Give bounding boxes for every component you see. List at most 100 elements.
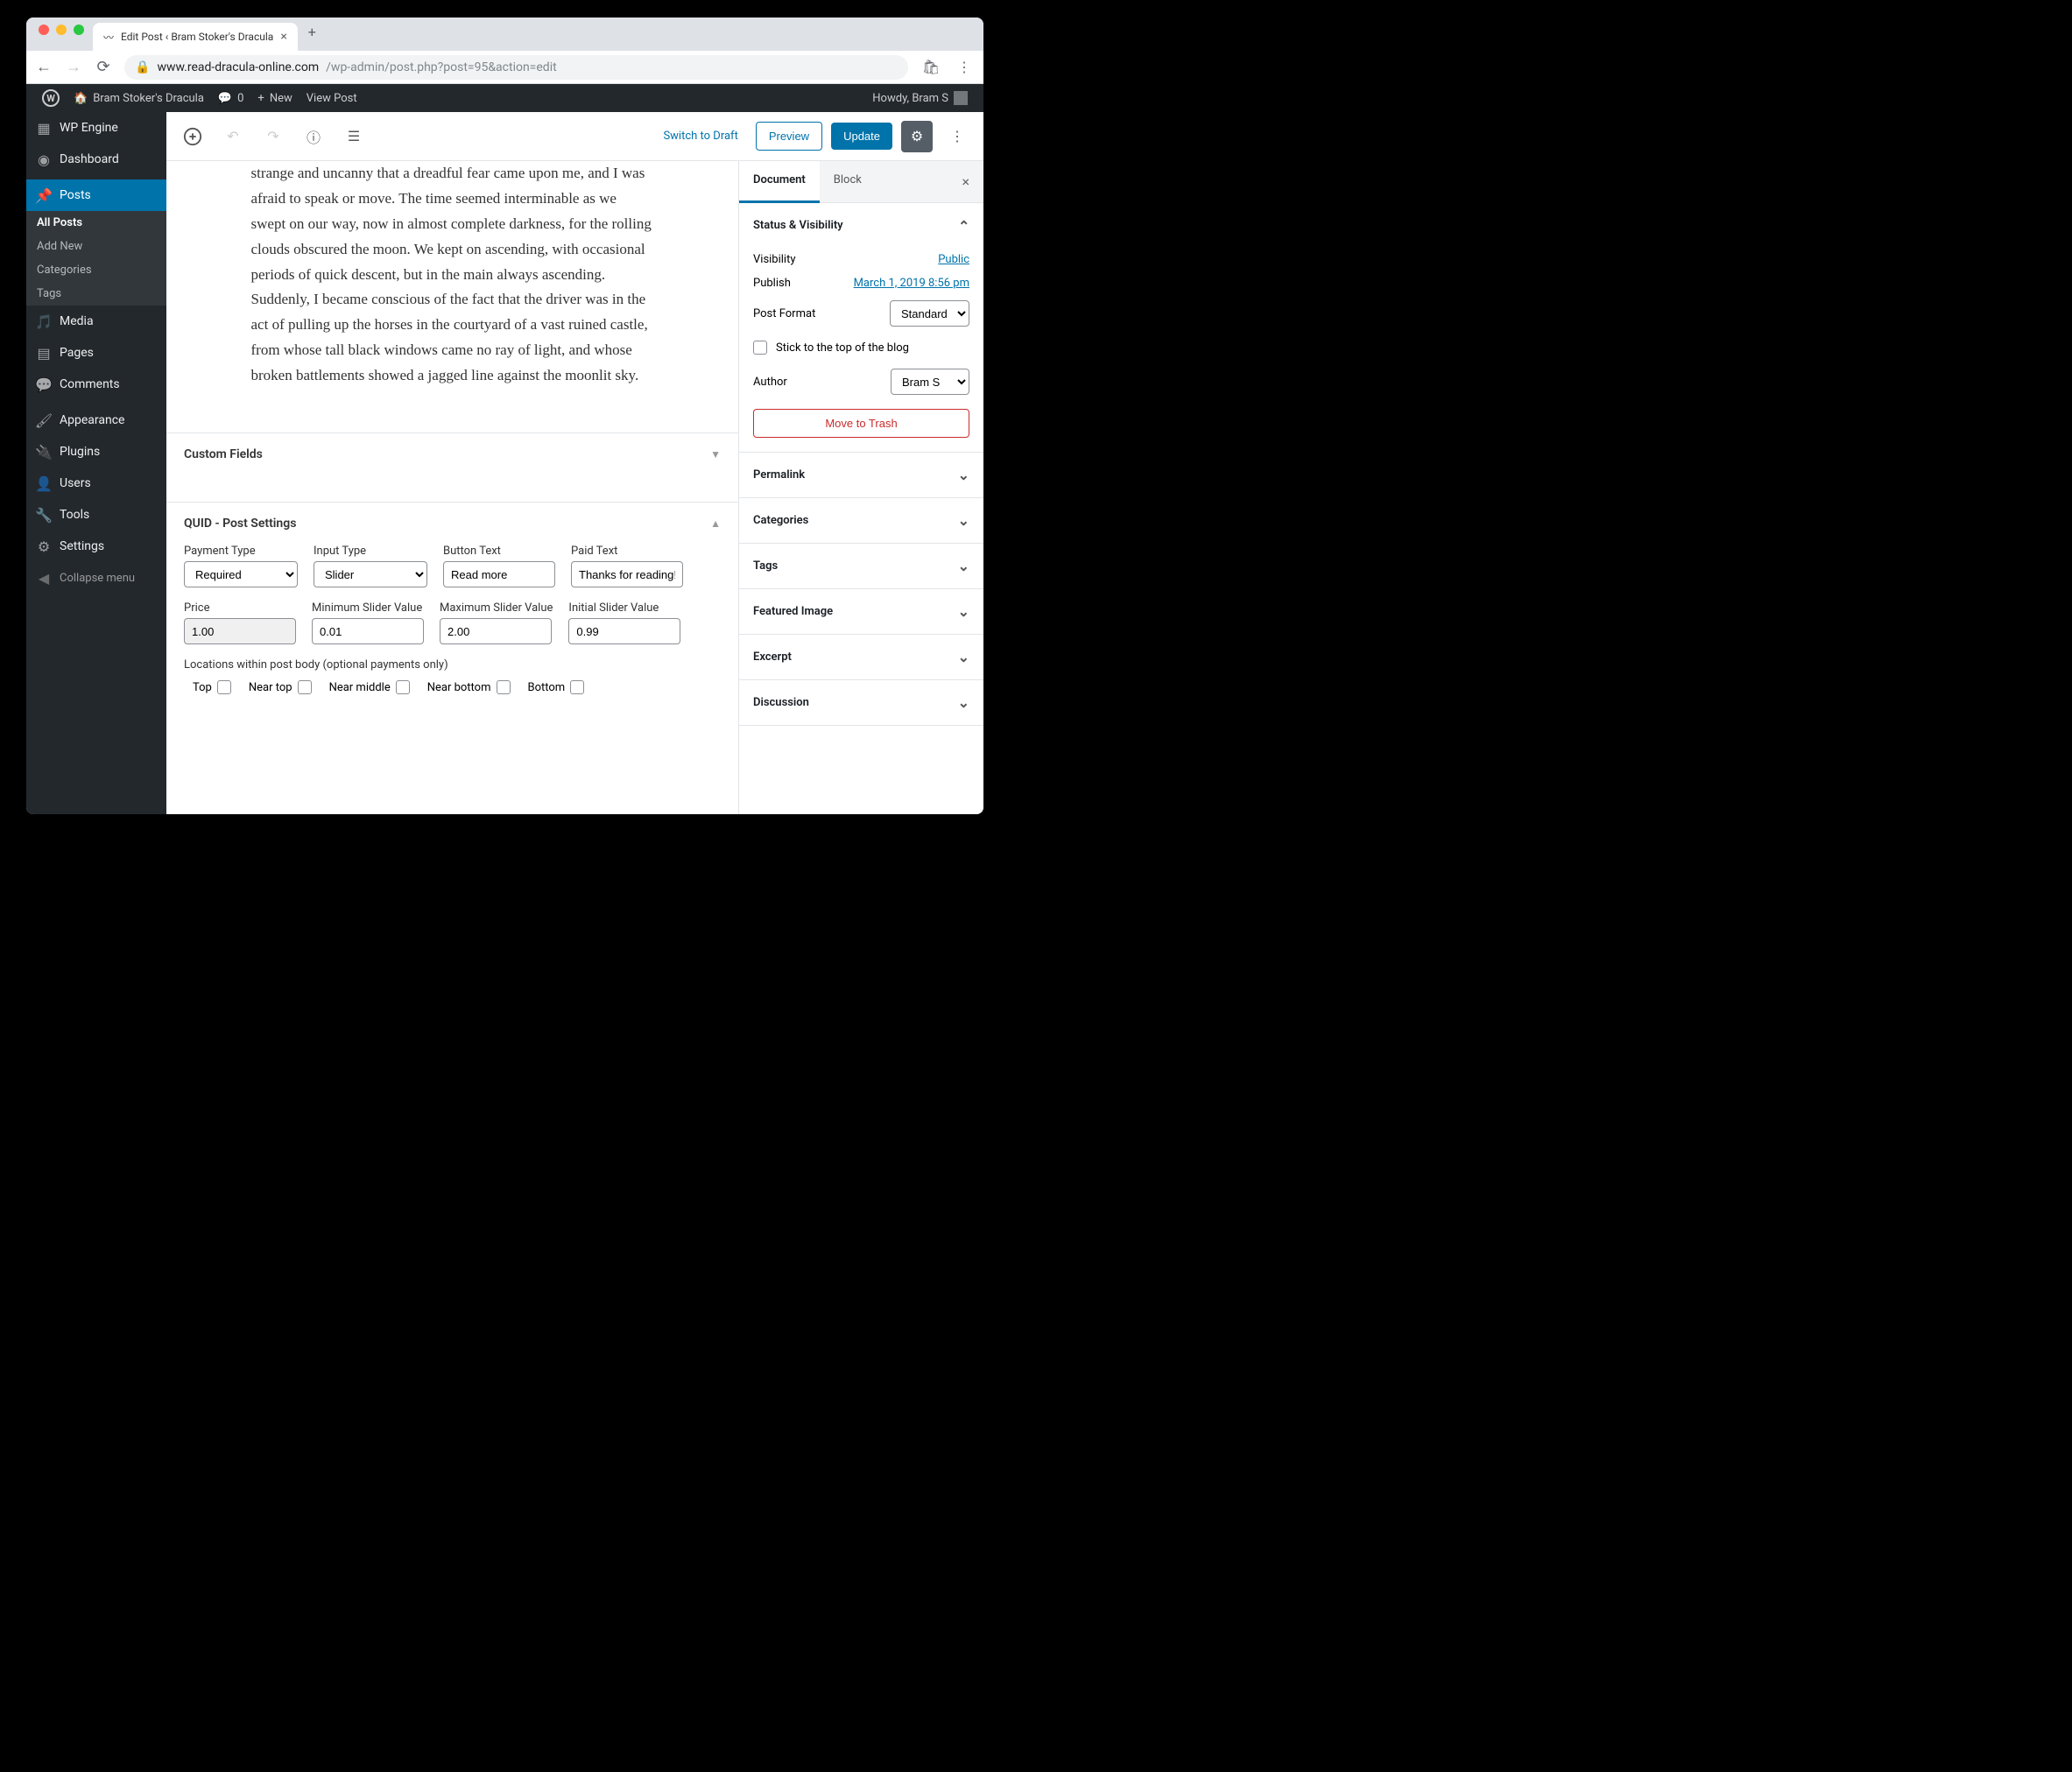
locations-label: Locations within post body (optional pay… (184, 658, 721, 672)
chevron-down-icon: ⌄ (958, 467, 969, 483)
min-slider-input[interactable] (312, 618, 424, 644)
visibility-value-link[interactable]: Public (938, 253, 969, 266)
comment-icon: 💬 (218, 92, 232, 105)
post-content[interactable]: strange and uncanny that a dreadful fear… (199, 161, 707, 406)
postformat-select[interactable]: Standard (890, 300, 969, 327)
price-input[interactable] (184, 618, 296, 644)
loc-nearbot-checkbox[interactable] (497, 680, 511, 694)
tab-favicon-icon: 〰 (103, 30, 114, 45)
sidebar-item-wpengine[interactable]: ▦ WP Engine (26, 112, 166, 144)
preview-button[interactable]: Preview (756, 122, 822, 151)
settings-gear-button[interactable]: ⚙ (901, 121, 933, 152)
update-button[interactable]: Update (831, 123, 892, 150)
initial-slider-label: Initial Slider Value (568, 601, 680, 615)
tab-document[interactable]: Document (739, 161, 820, 203)
chevron-down-icon: ⌄ (958, 512, 969, 529)
wp-logo-menu[interactable]: W (35, 89, 67, 107)
new-content-link[interactable]: +New (250, 92, 299, 105)
maximize-window-icon[interactable] (74, 25, 84, 35)
loc-neartop-label: Near top (249, 681, 292, 694)
sidebar-item-label: Comments (60, 377, 120, 391)
submenu-categories[interactable]: Categories (26, 258, 166, 282)
submenu-tags[interactable]: Tags (26, 282, 166, 306)
comments-link[interactable]: 💬0 (211, 92, 251, 105)
more-menu-icon[interactable]: ⋮ (954, 59, 975, 75)
panel-permalink-toggle[interactable]: Permalink ⌄ (739, 453, 983, 497)
sidebar-item-posts[interactable]: 📌Posts (26, 179, 166, 211)
paragraph-block[interactable]: strange and uncanny that a dreadful fear… (251, 161, 654, 389)
wpengine-icon: ▦ (35, 119, 53, 137)
panel-status-toggle[interactable]: Status & Visibility ⌄ (739, 203, 983, 248)
button-text-input[interactable] (443, 561, 555, 587)
quid-panel-body: Payment Type Required Input Type Slider … (166, 545, 738, 712)
sidebar-item-label: Appearance (60, 413, 124, 427)
panel-categories-toggle[interactable]: Categories⌄ (739, 498, 983, 543)
back-button[interactable]: ← (35, 58, 53, 76)
panel-title: Featured Image (753, 605, 833, 618)
input-type-select[interactable]: Slider (314, 561, 427, 587)
outline-button[interactable]: ☰ (338, 121, 370, 152)
initial-slider-input[interactable] (568, 618, 680, 644)
loc-nearmid-checkbox[interactable] (396, 680, 410, 694)
custom-fields-toggle[interactable]: Custom Fields ▼ (166, 433, 738, 475)
close-sidebar-button[interactable]: × (948, 161, 983, 202)
site-name-link[interactable]: 🏠Bram Stoker's Dracula (67, 92, 211, 105)
panel-tags-toggle[interactable]: Tags⌄ (739, 544, 983, 588)
sidebar-item-plugins[interactable]: 🔌Plugins (26, 436, 166, 468)
minimize-window-icon[interactable] (56, 25, 67, 35)
tab-close-icon[interactable]: × (280, 30, 286, 44)
sidebar-item-comments[interactable]: 💬 Comments (26, 369, 166, 400)
redo-button[interactable]: ↷ (257, 121, 289, 152)
loc-top-checkbox[interactable] (217, 680, 231, 694)
submenu-add-new[interactable]: Add New (26, 235, 166, 258)
loc-nearbot-label: Near bottom (427, 681, 491, 694)
info-button[interactable]: ⓘ (298, 121, 329, 152)
more-options-button[interactable]: ⋮ (941, 121, 973, 152)
paid-text-input[interactable] (571, 561, 683, 587)
sidebar-collapse[interactable]: ◀Collapse menu (26, 562, 166, 594)
sidebar-item-users[interactable]: 👤Users (26, 468, 166, 499)
undo-button[interactable]: ↶ (217, 121, 249, 152)
reload-button[interactable]: ⟳ (95, 58, 112, 76)
sidebar-item-media[interactable]: 🎵Media (26, 306, 166, 337)
stick-checkbox[interactable] (753, 341, 767, 355)
sidebar-item-settings[interactable]: ⚙Settings (26, 531, 166, 562)
panel-title: Permalink (753, 468, 805, 482)
sidebar-item-dashboard[interactable]: ◉ Dashboard (26, 144, 166, 175)
max-slider-input[interactable] (440, 618, 552, 644)
tab-block[interactable]: Block (820, 161, 876, 202)
publish-date-link[interactable]: March 1, 2019 8:56 pm (854, 277, 969, 290)
panel-discussion-toggle[interactable]: Discussion⌄ (739, 680, 983, 725)
dashboard-icon: ◉ (35, 151, 53, 168)
new-tab-button[interactable]: + (298, 24, 327, 46)
editor-main: strange and uncanny that a dreadful fear… (166, 161, 738, 814)
close-window-icon[interactable] (39, 25, 49, 35)
submenu-all-posts[interactable]: All Posts (26, 211, 166, 235)
browser-tab[interactable]: 〰 Edit Post ‹ Bram Stoker's Dracula × (93, 23, 298, 51)
panel-excerpt-toggle[interactable]: Excerpt⌄ (739, 635, 983, 679)
view-post-link[interactable]: View Post (300, 92, 364, 105)
switch-to-draft-button[interactable]: Switch to Draft (654, 130, 746, 143)
comments-icon: 💬 (35, 376, 53, 393)
panel-featured-toggle[interactable]: Featured Image⌄ (739, 589, 983, 634)
author-label: Author (753, 376, 787, 389)
panel-title: Excerpt (753, 650, 792, 664)
forward-button[interactable]: → (65, 58, 82, 76)
move-to-trash-button[interactable]: Move to Trash (753, 409, 969, 438)
sidebar-item-label: WP Engine (60, 121, 118, 135)
sidebar-item-appearance[interactable]: 🖌Appearance (26, 404, 166, 436)
sidebar-item-label: Dashboard (60, 152, 119, 166)
sidebar-item-tools[interactable]: 🔧Tools (26, 499, 166, 531)
loc-bottom-checkbox[interactable] (570, 680, 584, 694)
account-menu[interactable]: Howdy, Bram S (865, 91, 975, 105)
extension-icon[interactable]: 🛍 (920, 59, 941, 75)
payment-type-select[interactable]: Required (184, 561, 298, 587)
add-block-button[interactable] (177, 121, 208, 152)
url-bar[interactable]: 🔒 www.read-dracula-online.com/wp-admin/p… (124, 55, 908, 80)
panel-title: Discussion (753, 696, 809, 709)
sidebar-item-pages[interactable]: ▤Pages (26, 337, 166, 369)
quid-panel-toggle[interactable]: QUID - Post Settings ▲ (166, 503, 738, 545)
loc-neartop-checkbox[interactable] (298, 680, 312, 694)
author-select[interactable]: Bram S (891, 369, 969, 395)
button-text-label: Button Text (443, 545, 555, 558)
